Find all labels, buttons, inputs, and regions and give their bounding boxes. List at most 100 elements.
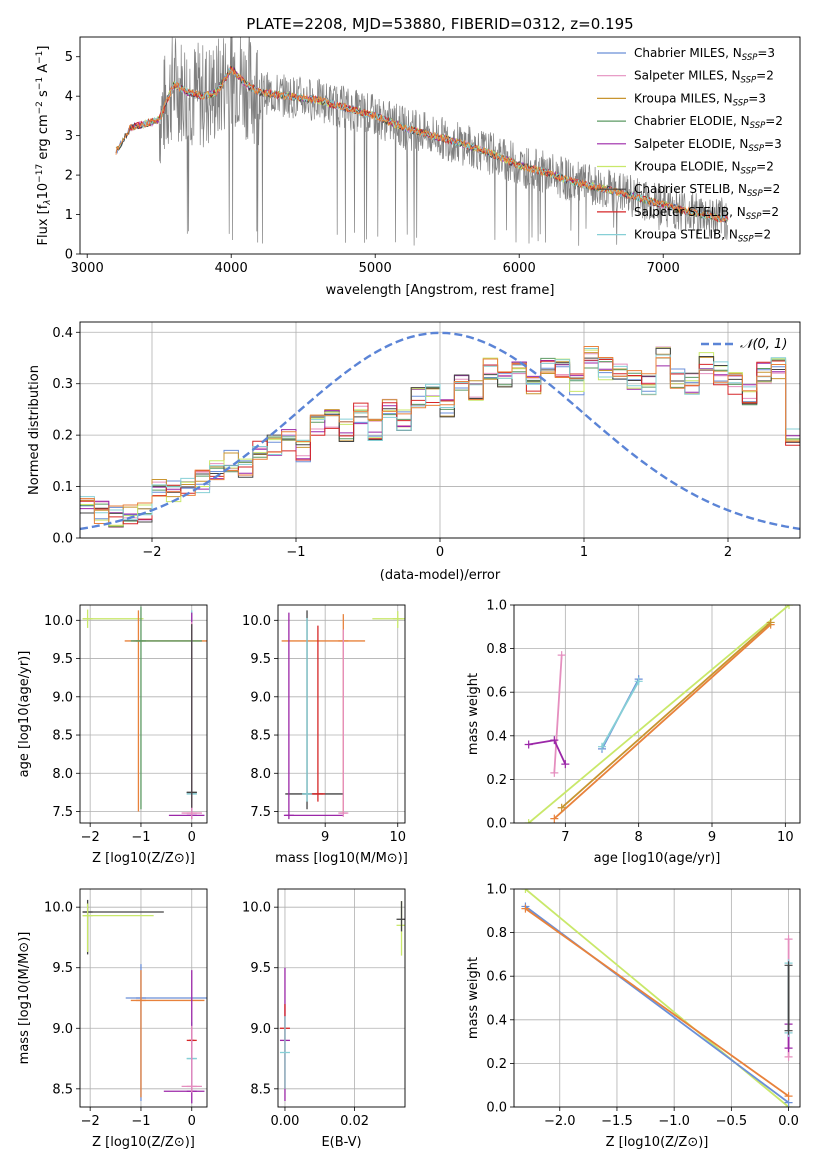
x-axis-label: mass [log10(M/M⊙)] xyxy=(275,851,408,866)
y-tick-label: 0.2 xyxy=(52,429,73,444)
histogram-step-line xyxy=(80,352,800,527)
legend-text: Kroupa STELIB, N xyxy=(634,228,738,242)
y-axis-label: mass weight xyxy=(466,957,481,1039)
y-tick-label: 1 xyxy=(65,208,73,223)
legend-tail: =3 xyxy=(764,137,782,151)
y-tick-label: 9.5 xyxy=(250,961,271,976)
weight-vs-age-panel: 7 8 9 10 0.0 0.2 0.4 0.6 0.8 1.0 age [log10(age/yr… xyxy=(466,599,801,866)
y-tick-label: 8.0 xyxy=(250,767,271,782)
y-tick-label: 0.4 xyxy=(486,729,507,744)
weight-point-marker xyxy=(521,889,530,893)
x-tick-label: 6000 xyxy=(503,261,536,276)
y-tick-label: 0.3 xyxy=(52,377,73,392)
y-axis-label: age [log10(age/yr)] xyxy=(17,651,32,778)
x-axis-label: wavelength [Angstrom, rest frame] xyxy=(326,283,555,298)
x-axis-label: Z [log10(Z/Z⊙)] xyxy=(92,851,195,866)
age-vs-mass-panel: 9 10 7.5 8.0 8.5 9.0 9.5 10.0 mass [log10(M/M⊙)] xyxy=(242,604,408,866)
y-label-part: −1 xyxy=(35,77,45,90)
y-tick-label: 8.5 xyxy=(250,1082,271,1097)
y-tick-label: 9.0 xyxy=(52,1022,73,1037)
y-tick-label: 8.5 xyxy=(250,729,271,744)
x-axis-label: age [log10(age/yr)] xyxy=(594,851,721,866)
histogram-traces xyxy=(80,331,800,531)
errorbar-traces xyxy=(279,901,405,1101)
legend-text: Salpeter MILES, N xyxy=(634,69,741,83)
x-tick-label: 0 xyxy=(188,1114,196,1129)
y-tick-label: 10.0 xyxy=(242,901,271,916)
x-tick-label: 10 xyxy=(389,830,406,845)
x-tick-label: −2 xyxy=(81,830,100,845)
spectrum-panel: 3000 4000 5000 6000 7000 0 1 2 3 4 5 Chabrier MILES… xyxy=(35,36,801,298)
weight-line xyxy=(528,605,790,823)
weight-line xyxy=(561,621,772,809)
weight-point-marker xyxy=(784,1052,793,1061)
legend-entry: Salpeter MILES, NSSP=2 xyxy=(634,69,774,86)
legend-tail: =2 xyxy=(765,114,783,128)
figure-title: PLATE=2208, MJD=53880, FIBERID=0312, z=0… xyxy=(246,15,633,33)
legend-entry: Chabrier ELODIE, NSSP=2 xyxy=(634,114,783,131)
spectrum-traces xyxy=(115,37,729,246)
x-tick-label: 2 xyxy=(724,545,732,560)
weight-point-marker xyxy=(521,904,530,913)
weight-point-marker xyxy=(524,819,533,823)
weight-point-marker xyxy=(784,1044,793,1053)
y-tick-label: 1.0 xyxy=(486,599,507,614)
y-tick-label: 0.2 xyxy=(486,1057,507,1072)
y-label-part: λ xyxy=(43,199,53,205)
x-tick-label: −1 xyxy=(131,830,150,845)
y-label-part: erg cm xyxy=(36,114,51,163)
y-tick-label: 0.0 xyxy=(52,532,73,547)
legend-tail: =2 xyxy=(763,182,781,196)
y-axis-label: mass weight xyxy=(466,673,481,755)
weight-point-marker xyxy=(561,760,570,769)
y-label-part: Flux [f xyxy=(36,204,51,245)
y-axis-label: Normed distribution xyxy=(27,365,42,495)
y-tick-label: 0.8 xyxy=(486,642,507,657)
legend-entry: 𝒩(0, 1) xyxy=(740,337,787,352)
x-tick-label: 3000 xyxy=(71,261,104,276)
legend-text: Kroupa MILES, N xyxy=(634,91,733,105)
errorbar-traces xyxy=(82,899,207,1104)
weight-point-marker xyxy=(550,768,559,777)
x-tick-label: 7000 xyxy=(647,261,680,276)
x-axis-label: Z [log10(Z/Z⊙)] xyxy=(606,1135,709,1150)
weight-line xyxy=(601,680,640,748)
legend-text: Chabrier MILES, N xyxy=(634,46,742,60)
model-fit-line xyxy=(115,67,728,223)
legend-text: Chabrier ELODIE, N xyxy=(634,114,750,128)
weight-point-marker xyxy=(557,803,566,812)
x-tick-label: 8 xyxy=(635,830,643,845)
y-tick-label: 9.5 xyxy=(250,652,271,667)
legend-entry: Kroupa MILES, NSSP=3 xyxy=(634,91,766,108)
weight-point-marker xyxy=(598,742,606,751)
legend-entry: Salpeter STELIB, NSSP=2 xyxy=(634,205,779,222)
legend-entry: Salpeter ELODIE, NSSP=3 xyxy=(634,137,782,154)
y-tick-label: 2 xyxy=(65,169,73,184)
y-tick-label: 0.4 xyxy=(486,1013,507,1028)
x-tick-label: −1.0 xyxy=(658,1114,690,1129)
x-tick-label: 4000 xyxy=(215,261,248,276)
y-label-part: s xyxy=(36,90,51,101)
plot-frame xyxy=(277,604,406,824)
y-tick-label: 1.0 xyxy=(486,883,507,898)
x-axis-label: Z [log10(Z/Z⊙)] xyxy=(92,1135,195,1150)
y-tick-label: 7.5 xyxy=(250,805,271,820)
plot-frame xyxy=(79,36,801,255)
weight-line xyxy=(553,655,563,773)
mass-vs-ebv-panel: 0.00 0.02 8.5 9.0 9.5 10.0 E(B-V) xyxy=(242,888,406,1150)
y-tick-label: 4 xyxy=(65,90,73,105)
legend-tail: =3 xyxy=(748,91,766,105)
weight-point-marker xyxy=(550,736,559,745)
errorbar-traces xyxy=(281,610,405,820)
y-tick-label: 10.0 xyxy=(242,614,271,629)
y-tick-label: 8.5 xyxy=(52,729,73,744)
legend-subscript: SSP xyxy=(742,53,758,63)
histogram-step-line xyxy=(80,354,800,525)
y-tick-label: 10.0 xyxy=(44,901,73,916)
y-label-part: ] xyxy=(36,46,51,51)
legend-subscript: SSP xyxy=(733,98,749,108)
weight-point-marker xyxy=(524,740,533,749)
legend-subscript: SSP xyxy=(750,121,766,131)
weight-point-marker xyxy=(784,1026,793,1035)
